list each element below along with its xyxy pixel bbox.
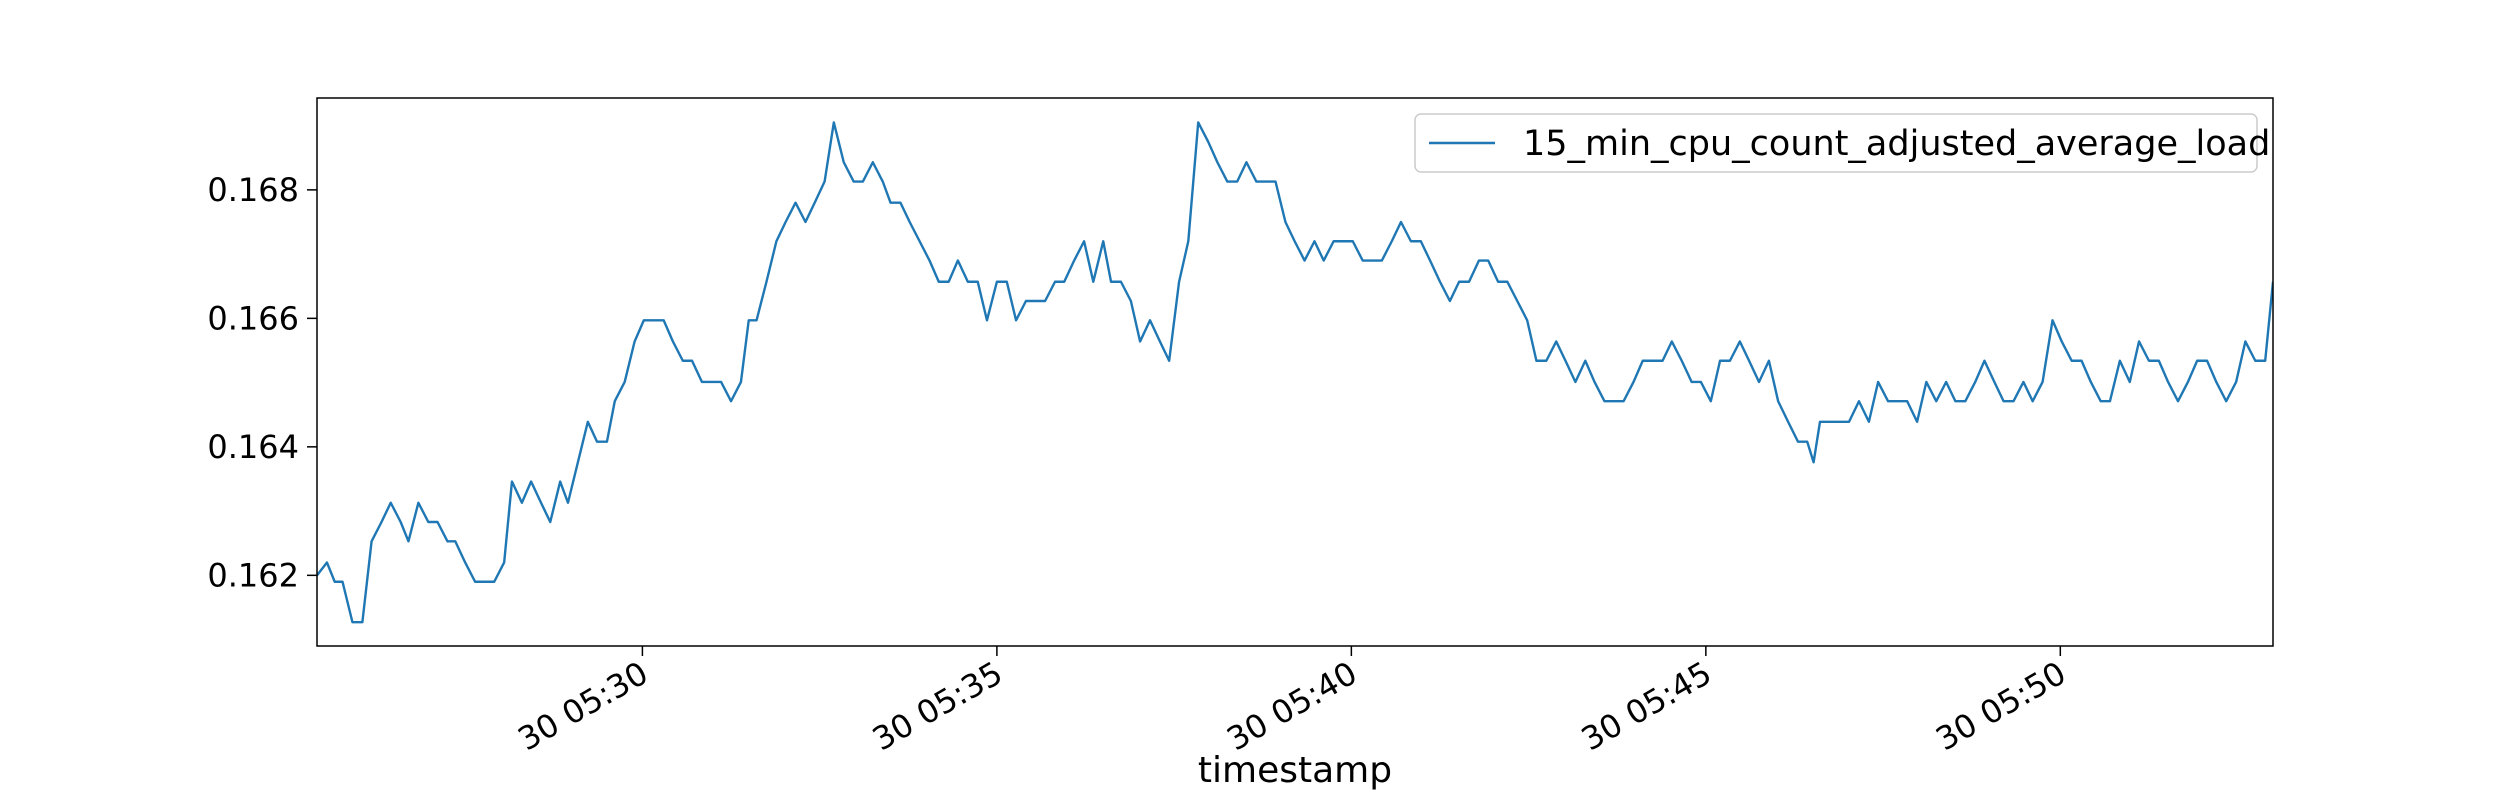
x-tick-label: 30 05:35 — [866, 654, 1009, 758]
y-tick-label: 0.162 — [207, 556, 299, 594]
x-axis-label: timestamp — [1198, 750, 1392, 791]
data-line — [317, 121, 2273, 624]
x-tick-label: 30 05:30 — [511, 654, 654, 758]
x-tick-label: 30 05:40 — [1220, 654, 1363, 758]
y-tick-label: 0.168 — [207, 171, 299, 209]
y-tick-label: 0.164 — [207, 428, 299, 466]
legend-label: 15_min_cpu_count_adjusted_average_load — [1523, 124, 2270, 164]
x-tick-label: 30 05:45 — [1575, 654, 1718, 758]
legend: 15_min_cpu_count_adjusted_average_load — [1414, 113, 2270, 173]
plot-frame — [316, 97, 2274, 647]
y-tick-label: 0.166 — [207, 299, 299, 337]
x-tick-label: 30 05:50 — [1929, 654, 2072, 758]
legend-box — [1414, 113, 2258, 173]
